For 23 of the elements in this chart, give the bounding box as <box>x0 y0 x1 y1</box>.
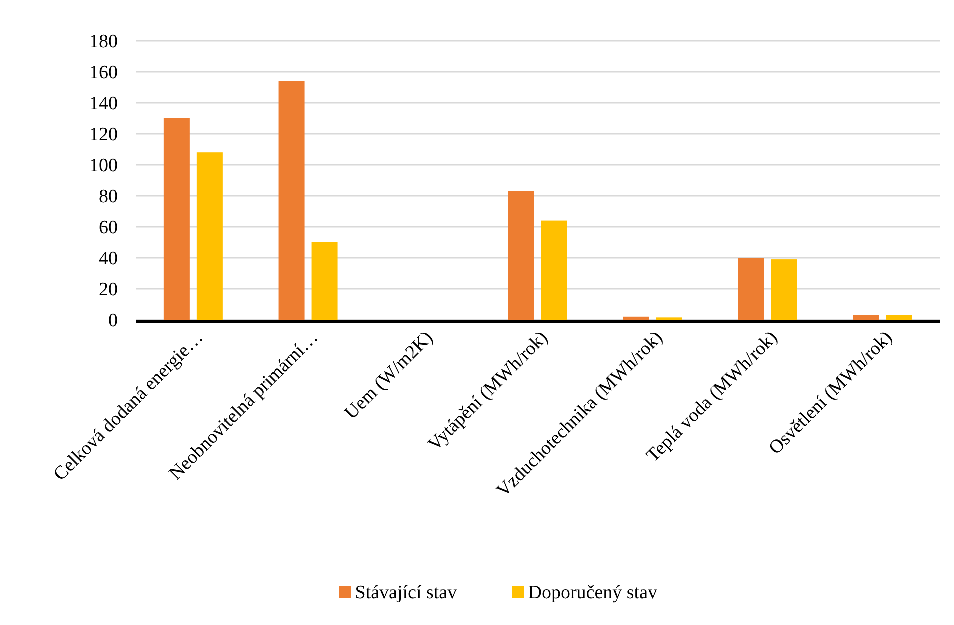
bar <box>196 152 223 320</box>
bar <box>508 191 534 320</box>
y-tick-label: 60 <box>99 218 118 239</box>
bar <box>542 220 568 320</box>
legend-label: Doporučený stav <box>528 582 658 604</box>
bar <box>312 242 338 320</box>
y-tick-label: 20 <box>99 280 118 301</box>
bar <box>623 316 650 320</box>
y-tick-label: 160 <box>90 62 118 84</box>
y-tick-label: 40 <box>99 248 118 270</box>
bar <box>278 81 305 320</box>
legend-label: Stávající stav <box>355 582 458 604</box>
y-tick-label: 0 <box>108 310 118 332</box>
bar <box>164 118 190 320</box>
bar <box>853 315 880 320</box>
bar <box>738 258 764 320</box>
y-tick-label: 80 <box>99 186 118 208</box>
bar <box>771 260 798 320</box>
y-tick-label: 100 <box>90 156 118 177</box>
y-tick-label: 180 <box>90 32 118 53</box>
bar <box>886 315 912 320</box>
y-tick-label: 140 <box>90 94 118 115</box>
y-tick-label: 120 <box>90 124 118 146</box>
